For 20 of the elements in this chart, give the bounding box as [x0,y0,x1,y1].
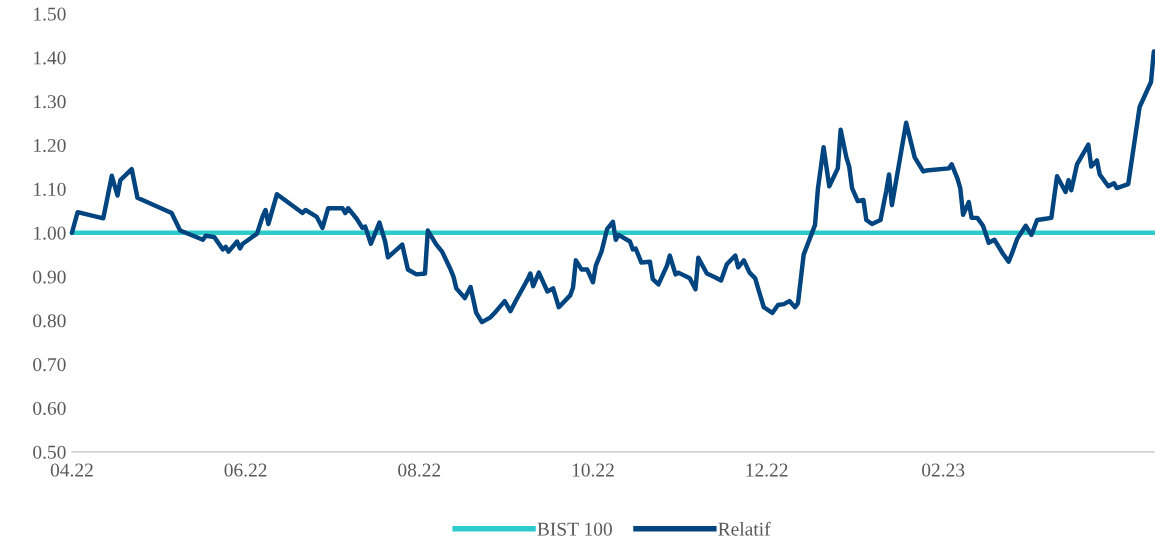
x-tick-label: 08.22 [398,463,441,477]
y-tick-label: 1.50 [34,7,66,21]
y-tick-label: 1.00 [34,226,66,240]
y-tick-label: 1.40 [34,51,66,65]
y-tick-label: 0.70 [33,358,66,372]
legend-label: Relatif [718,521,771,536]
y-tick-label: 1.10 [34,182,66,196]
y-tick-label: 0.80 [33,314,66,328]
x-tick-label: 02.23 [922,463,965,477]
y-tick-label: 1.20 [34,138,66,153]
legend-label: BIST 100 [537,522,612,536]
y-tick-label: 0.90 [33,270,66,284]
y-tick-label: 0.60 [33,401,66,416]
x-tick-label: 04.22 [50,463,93,477]
x-tick-label: 06.22 [224,463,267,477]
x-tick-label: 12.22 [746,463,788,477]
y-tick-label: 0.50 [33,445,66,459]
line-series [69,49,1155,325]
x-tick-label: 10.22 [572,463,614,477]
y-tick-label: 1.30 [34,95,66,109]
